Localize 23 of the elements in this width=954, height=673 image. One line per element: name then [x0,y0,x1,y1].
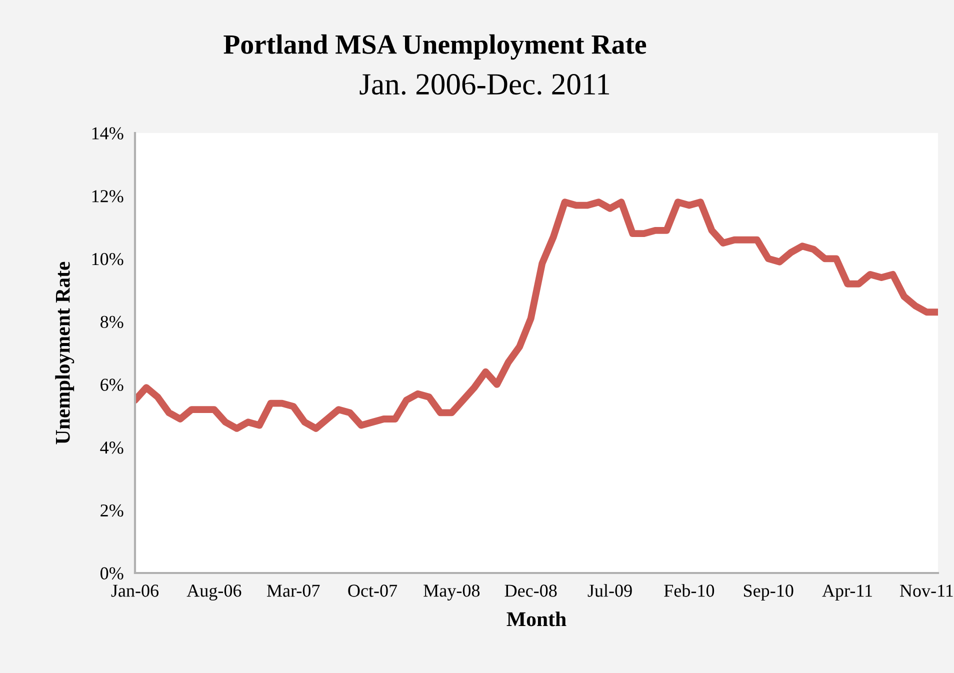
chart-title: Portland MSA Unemployment Rate [224,34,646,60]
y-tick-label: 4% [100,442,124,454]
x-tick-label: Nov-11 [900,584,953,597]
x-tick-label: Oct-07 [348,584,398,597]
x-tick-label: May-08 [424,584,480,600]
x-tick-label: Apr-11 [822,584,872,600]
x-tick-label: Aug-06 [186,584,242,600]
x-tick-label: Jul-09 [588,584,632,597]
y-tick-label: 12% [92,190,124,202]
x-tick-label: Jan-06 [111,584,159,597]
x-tick-label: Feb-10 [664,584,714,597]
chart-subtitle: Jan. 2006-Dec. 2011 [360,74,610,95]
y-tick-label: 14% [92,127,124,140]
y-tick-label: 6% [100,378,124,391]
y-axis-title: Unemployment Rate [55,262,74,444]
y-tick-label: 8% [100,316,124,328]
y-tick-label: 2% [100,504,124,517]
x-tick-label: Dec-08 [504,584,557,597]
y-tick-label: 10% [92,252,124,266]
y-tick-label: 0% [100,567,124,580]
x-axis-title: Month [506,612,566,626]
x-tick-label: Sep-10 [744,584,794,600]
x-tick-label: Mar-07 [266,584,320,597]
